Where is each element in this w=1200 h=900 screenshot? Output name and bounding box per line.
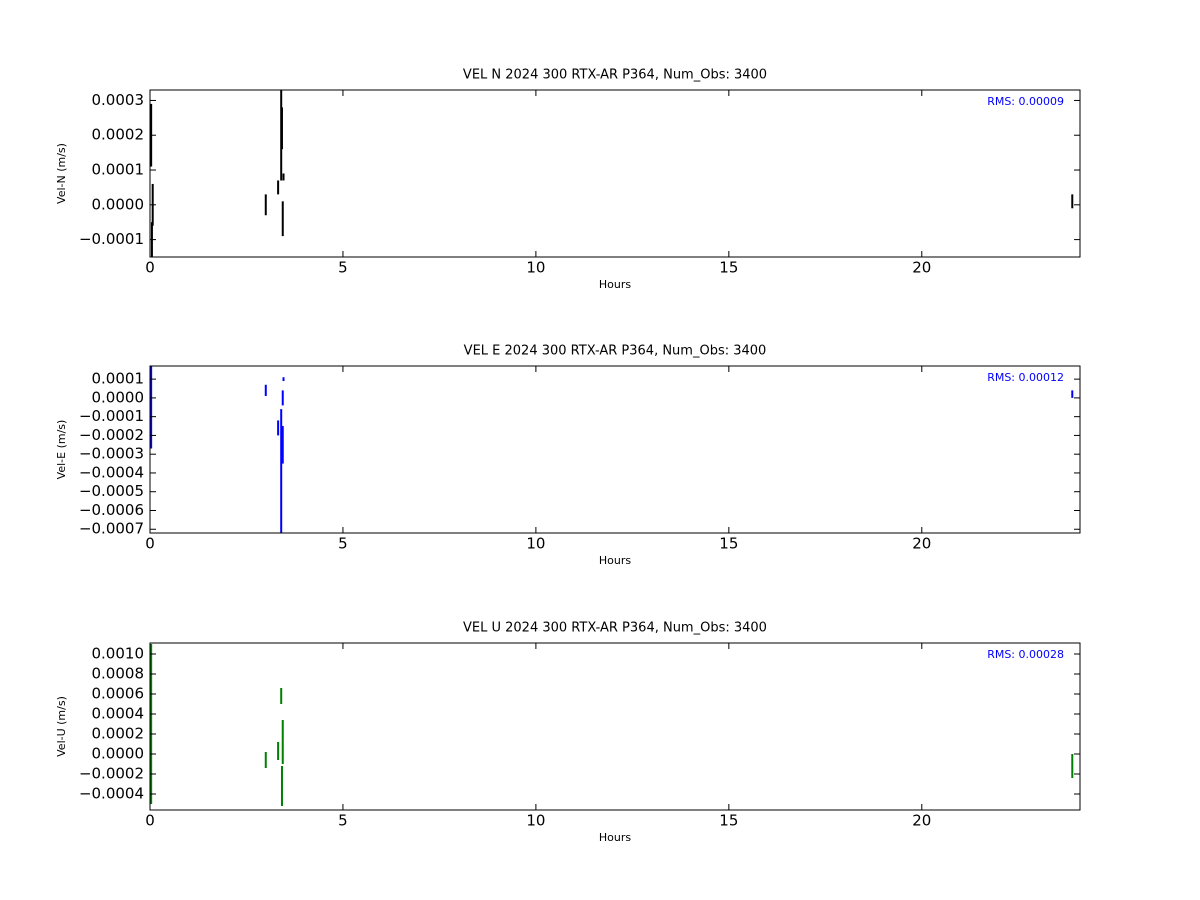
y-tick-label: −0.0002	[79, 765, 144, 783]
x-tick-label: 0	[145, 535, 155, 553]
x-axis-label: Hours	[599, 278, 631, 291]
x-tick-label: 0	[145, 812, 155, 830]
plot-frame	[149, 642, 1081, 811]
y-tick-label: −0.0003	[79, 445, 144, 463]
y-tick-label: −0.0001	[79, 407, 144, 425]
y-tick-label: −0.0002	[79, 426, 144, 444]
x-tick-label: 5	[338, 259, 348, 277]
y-axis-label: Vel-E (m/s)	[55, 420, 68, 480]
y-tick-label: 0.0000	[92, 745, 145, 763]
chart-title: VEL N 2024 300 RTX-AR P364, Num_Obs: 340…	[463, 68, 767, 83]
y-tick-label: 0.0003	[92, 91, 145, 109]
annotation: RMS: 0.00012	[987, 371, 1064, 384]
data-layer	[150, 644, 1074, 806]
plot-frame	[149, 89, 1081, 258]
y-tick-label: −0.0004	[79, 463, 144, 481]
y-tick-label: −0.0007	[79, 520, 144, 538]
y-tick-label: −0.0001	[79, 230, 144, 248]
x-axis-label: Hours	[599, 831, 631, 844]
x-tick-label: 10	[526, 535, 545, 553]
x-tick-label: 15	[719, 812, 738, 830]
y-tick-label: 0.0004	[92, 705, 145, 723]
y-axis-label: Vel-N (m/s)	[55, 143, 68, 204]
chart-title: VEL U 2024 300 RTX-AR P364, Num_Obs: 340…	[463, 621, 767, 636]
y-tick-label: 0.0002	[92, 725, 145, 743]
y-tick-label: 0.0006	[92, 685, 145, 703]
x-axis-label: Hours	[599, 554, 631, 567]
x-tick-label: 5	[338, 812, 348, 830]
x-tick-label: 20	[912, 259, 931, 277]
x-tick-label: 15	[719, 535, 738, 553]
subplot: VEL N 2024 300 RTX-AR P364, Num_Obs: 340…	[55, 68, 1081, 291]
subplot: VEL U 2024 300 RTX-AR P364, Num_Obs: 340…	[55, 621, 1081, 844]
y-tick-label: 0.0008	[92, 665, 145, 683]
y-tick-label: 0.0001	[92, 370, 145, 388]
chart-title: VEL E 2024 300 RTX-AR P364, Num_Obs: 340…	[464, 344, 767, 359]
x-tick-label: 15	[719, 259, 738, 277]
y-tick-label: −0.0005	[79, 482, 144, 500]
y-tick-label: 0.0001	[92, 161, 145, 179]
x-tick-label: 5	[338, 535, 348, 553]
y-axis-label: Vel-U (m/s)	[55, 696, 68, 757]
x-tick-label: 10	[526, 259, 545, 277]
x-tick-label: 10	[526, 812, 545, 830]
y-tick-label: −0.0004	[79, 785, 144, 803]
x-tick-label: 20	[912, 535, 931, 553]
data-layer	[150, 366, 1074, 533]
y-tick-label: 0.0010	[92, 645, 145, 663]
data-layer	[150, 90, 1074, 257]
x-tick-label: 20	[912, 812, 931, 830]
annotation: RMS: 0.00009	[987, 95, 1064, 108]
x-tick-label: 0	[145, 259, 155, 277]
annotation: RMS: 0.00028	[987, 648, 1064, 661]
y-tick-label: 0.0000	[92, 195, 145, 213]
y-tick-label: −0.0006	[79, 501, 144, 519]
subplot: VEL E 2024 300 RTX-AR P364, Num_Obs: 340…	[55, 344, 1081, 567]
y-tick-label: 0.0000	[92, 388, 145, 406]
y-tick-label: 0.0002	[92, 126, 145, 144]
plot-frame	[149, 365, 1081, 534]
